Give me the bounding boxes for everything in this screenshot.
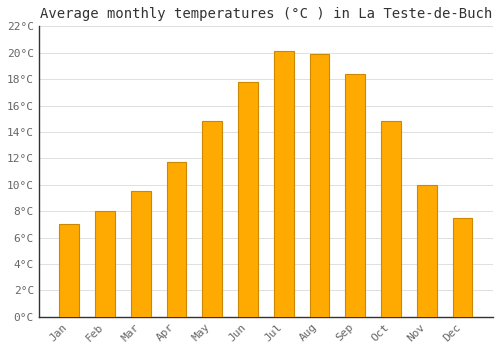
Bar <box>310 54 330 317</box>
Bar <box>166 162 186 317</box>
Title: Average monthly temperatures (°C ) in La Teste-de-Buch: Average monthly temperatures (°C ) in La… <box>40 7 492 21</box>
Bar <box>202 121 222 317</box>
Bar <box>238 82 258 317</box>
Bar <box>417 185 436 317</box>
Bar <box>60 224 79 317</box>
Bar <box>95 211 115 317</box>
Bar <box>346 74 365 317</box>
Bar <box>381 121 401 317</box>
Bar <box>131 191 150 317</box>
Bar <box>274 51 293 317</box>
Bar <box>452 218 472 317</box>
